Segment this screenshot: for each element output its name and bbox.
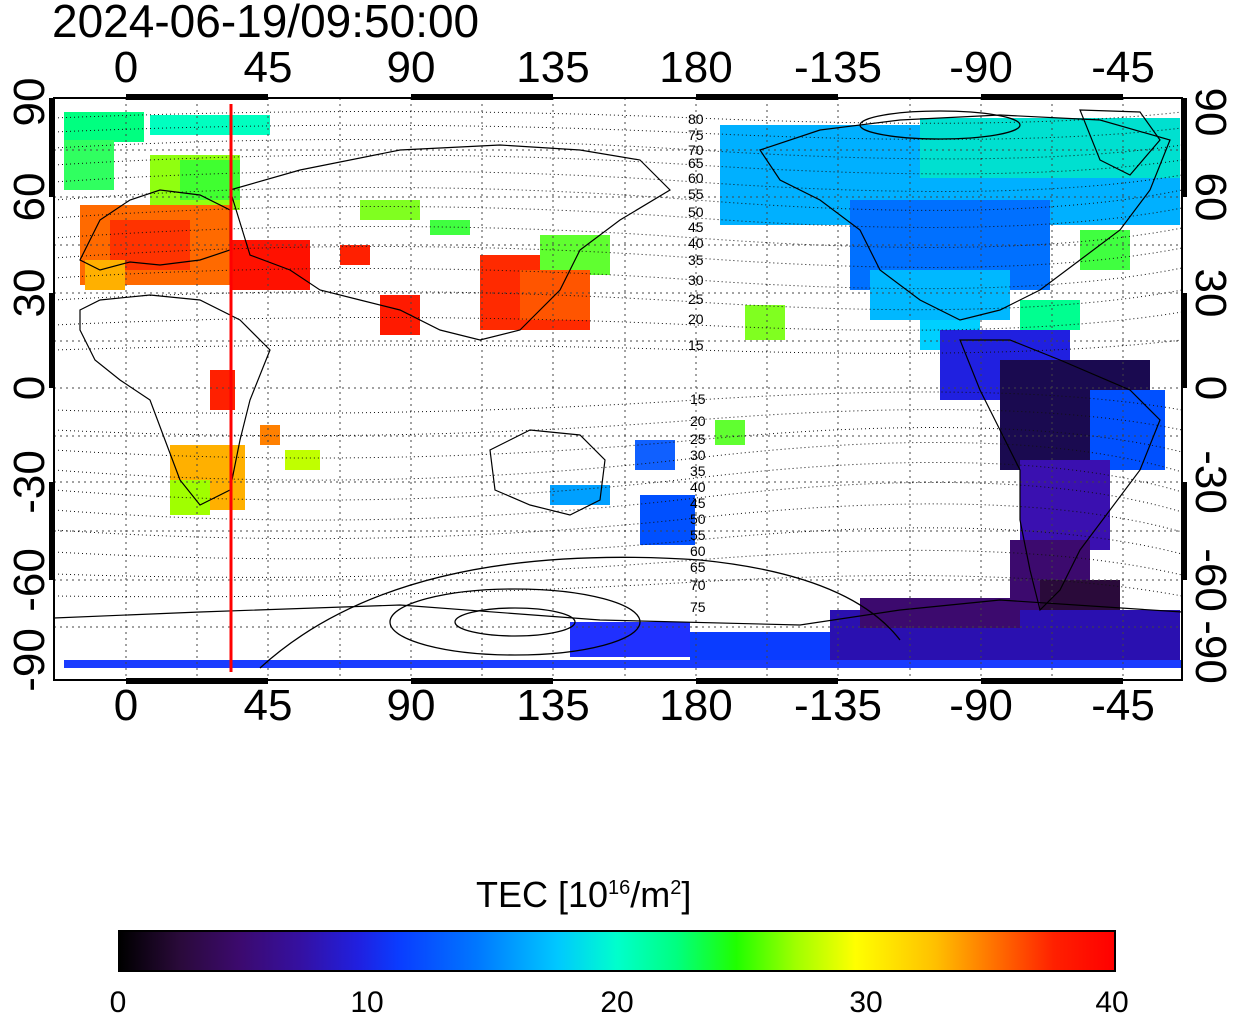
contour-label: 75 (688, 127, 704, 143)
x-tick-bottom: -135 (793, 681, 883, 730)
contour-label: 80 (688, 111, 704, 127)
contour-label: 15 (690, 391, 706, 407)
x-tick-top: 45 (243, 43, 293, 92)
contour-label: 45 (690, 495, 706, 511)
x-tick-top: -45 (1091, 43, 1155, 92)
contour-label: 75 (690, 599, 706, 615)
contour-lines (54, 111, 1182, 598)
axis-bars (49, 94, 1187, 684)
contour-label: 60 (688, 170, 704, 186)
contour-label: 45 (688, 219, 704, 235)
timestamp-title: 2024-06-19/09:50:00 (52, 0, 480, 47)
contour-label: 20 (690, 413, 706, 429)
tec-world-map: 80 75 70 65 60 55 50 45 40 35 30 25 20 1… (49, 94, 1187, 684)
colorbar (118, 930, 1116, 972)
x-tick-bottom: 180 (659, 681, 733, 730)
polar-contours (259, 110, 1021, 669)
tec-data-layer (64, 112, 1182, 668)
contour-labels: 80 75 70 65 60 55 50 45 40 35 30 25 20 1… (688, 111, 706, 615)
contour-label: 70 (690, 577, 706, 593)
contour-label: 25 (690, 431, 706, 447)
contour-label: 20 (688, 311, 704, 327)
colorbar-tick: 0 (109, 986, 127, 1019)
contour-label: 65 (690, 559, 706, 575)
contour-label: 40 (688, 235, 704, 251)
contour-label: 50 (690, 511, 706, 527)
contour-label: 40 (690, 479, 706, 495)
x-tick-top: -90 (949, 43, 1013, 92)
colorbar-tick: 10 (350, 986, 384, 1019)
contour-label: 30 (690, 447, 706, 463)
map-frame (53, 97, 1183, 681)
x-tick-bottom: -45 (1091, 681, 1155, 730)
x-tick-bottom: -90 (949, 681, 1013, 730)
x-tick-top: 180 (659, 43, 733, 92)
colorbar-tick: 30 (849, 986, 883, 1019)
x-tick-bottom: 90 (386, 681, 436, 730)
contour-label: 55 (690, 527, 706, 543)
colorbar-tick: 20 (600, 986, 634, 1019)
contour-label: 35 (690, 463, 706, 479)
x-tick-top: -135 (793, 43, 883, 92)
contour-label: 35 (688, 252, 704, 268)
contour-label: 15 (688, 337, 704, 353)
x-tick-top: 135 (516, 43, 590, 92)
x-tick-bottom: 45 (243, 681, 293, 730)
contour-label: 60 (690, 543, 706, 559)
contour-label: 30 (688, 272, 704, 288)
contour-label: 70 (688, 142, 704, 158)
x-tick-bottom: 0 (113, 681, 139, 730)
x-tick-top: 90 (386, 43, 436, 92)
x-tick-bottom: 135 (516, 681, 590, 730)
contour-label: 65 (688, 155, 704, 171)
contour-label: 55 (688, 186, 704, 202)
colorbar-title: TEC [1016/m2] (476, 874, 692, 915)
x-tick-top: 0 (113, 43, 139, 92)
colorbar-tick: 40 (1095, 986, 1129, 1019)
contour-label: 25 (688, 291, 704, 307)
contour-label: 50 (688, 204, 704, 220)
